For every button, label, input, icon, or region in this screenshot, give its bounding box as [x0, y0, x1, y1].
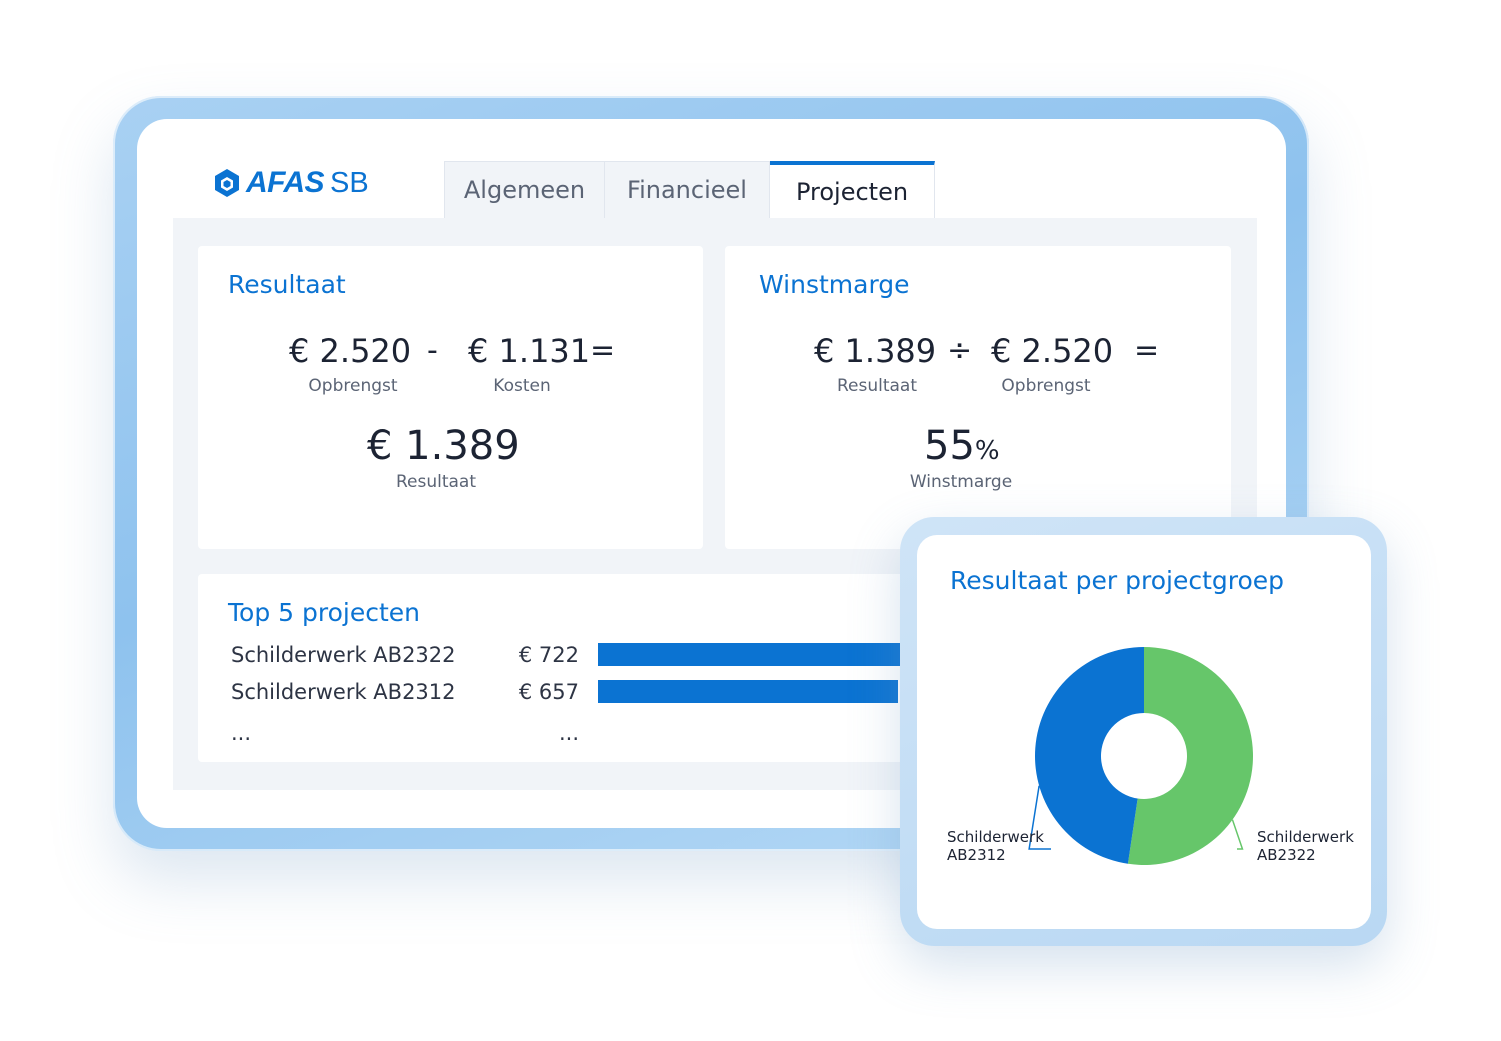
project-name: Schilderwerk AB2312 [231, 680, 456, 704]
leader-line-0 [1231, 819, 1244, 850]
more-values-ellipsis: ... [558, 721, 579, 745]
donut-slice-0 [1127, 647, 1254, 865]
resultaat-card [198, 246, 703, 549]
project-name: Schilderwerk AB2322 [231, 643, 456, 667]
winstmarge-label: Winstmarge [909, 472, 1013, 492]
donut-slice-1 [1035, 647, 1144, 864]
more-projects-ellipsis: ... [231, 721, 252, 745]
project-bar [598, 680, 898, 703]
divide-sign: ÷ [947, 333, 973, 368]
resultaat-value: € 1.389 [367, 423, 520, 469]
logo-text: AFAS [246, 166, 325, 199]
winst-opbrengst-value: € 2.520 [991, 332, 1114, 370]
winst-opbrengst-label: Opbrengst [1001, 376, 1091, 396]
top-projecten-title: Top 5 projecten [228, 598, 420, 627]
project-value: € 657 [518, 680, 579, 704]
winst-resultaat-value: € 1.389 [814, 332, 937, 370]
project-value: € 722 [518, 643, 579, 667]
minus-sign: - [427, 333, 438, 368]
equals-sign: = [590, 333, 616, 368]
resultaat-label: Resultaat [395, 472, 477, 492]
opbrengst-label: Opbrengst [308, 376, 398, 396]
leader-line-1 [1028, 785, 1051, 850]
opbrengst-value: € 2.520 [289, 332, 412, 370]
hexagon-logo-icon [215, 169, 239, 197]
tab-bar: Algemeen Financieel Projecten [444, 161, 935, 218]
kosten-value: € 1.131 [468, 332, 591, 370]
tab-financieel[interactable]: Financieel [605, 161, 770, 218]
afas-logo: AFAS SB [214, 166, 369, 200]
chart-title: Resultaat per projectgroep [950, 566, 1285, 595]
resultaat-title: Resultaat [228, 270, 346, 299]
kosten-label: Kosten [493, 376, 551, 396]
project-bar [598, 643, 928, 666]
legend-label-left: Schilderwerk AB2312 [947, 828, 1044, 864]
tab-algemeen[interactable]: Algemeen [444, 161, 605, 218]
winst-equals-sign: = [1134, 333, 1160, 368]
winstmarge-card [725, 246, 1231, 549]
tab-projecten[interactable]: Projecten [770, 161, 935, 218]
legend-label-right: Schilderwerk AB2322 [1257, 828, 1354, 864]
winst-resultaat-label: Resultaat [836, 376, 918, 396]
top-projecten-card [198, 574, 918, 762]
winstmarge-title: Winstmarge [759, 270, 910, 299]
logo-sub: SB [330, 166, 369, 199]
winstmarge-value: 55% [924, 423, 1000, 469]
donut-chart [1028, 647, 1254, 865]
